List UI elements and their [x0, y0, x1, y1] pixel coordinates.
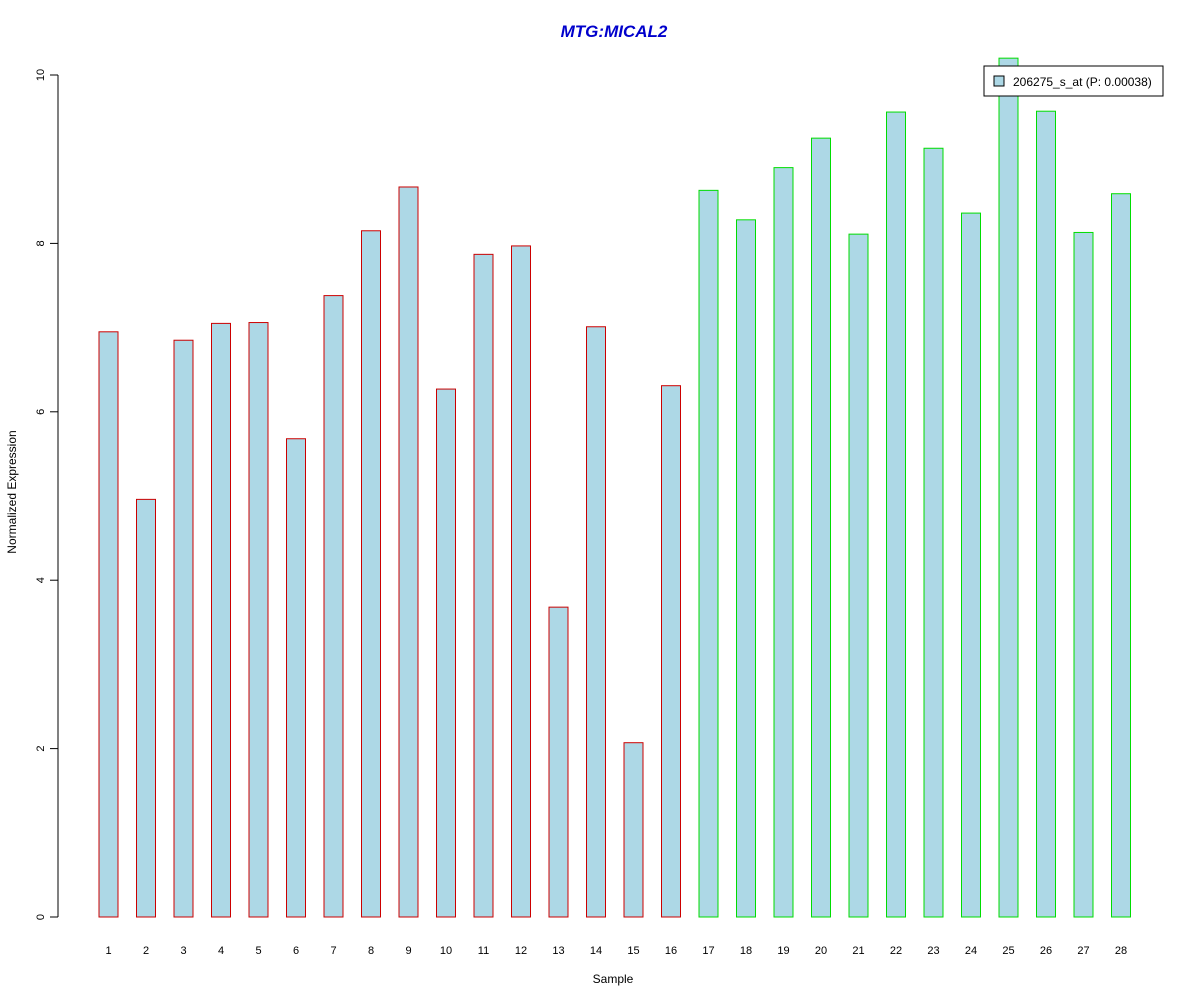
bar-sample-14: [586, 326, 606, 918]
bar-sample-24: [961, 212, 981, 918]
bar-sample-10: [436, 388, 456, 918]
x-tick-label: 19: [777, 945, 789, 957]
y-axis-label: Normalized Expression: [5, 430, 19, 553]
legend-label: 206275_s_at (P: 0.00038): [1013, 75, 1152, 89]
x-tick-label: 22: [890, 945, 902, 957]
bar-sample-27: [1073, 231, 1094, 918]
x-tick-label: 4: [218, 945, 224, 957]
x-tick-label: 9: [405, 945, 411, 957]
bar-sample-19: [773, 167, 794, 918]
bar-sample-21: [848, 233, 869, 918]
x-tick-label: 13: [552, 945, 564, 957]
x-tick-label: 27: [1077, 945, 1089, 957]
bar-sample-22: [886, 111, 906, 918]
x-tick-label: 8: [368, 945, 374, 957]
x-tick-label: 18: [740, 945, 752, 957]
x-tick-label: 23: [927, 945, 939, 957]
bar-sample-12: [511, 245, 531, 918]
x-tick-label: 5: [255, 945, 261, 957]
x-tick-label: 12: [515, 945, 527, 957]
x-tick-label: 15: [627, 945, 639, 957]
legend-swatch: [993, 75, 1005, 87]
y-tick-label: 2: [35, 746, 47, 752]
bar-sample-9: [398, 186, 419, 918]
x-tick-label: 11: [478, 945, 489, 957]
y-tick-label: 8: [35, 240, 47, 246]
bar-sample-25: [998, 57, 1019, 918]
bar-sample-13: [548, 606, 569, 918]
x-tick-label: 3: [180, 945, 186, 957]
y-tick-label: 6: [35, 409, 47, 415]
bar-sample-11: [473, 253, 494, 918]
x-tick-label: 20: [815, 945, 827, 957]
y-tick-label: 10: [35, 69, 47, 81]
bar-sample-1: [98, 331, 119, 918]
bars-group: [98, 57, 1131, 918]
bar-sample-5: [248, 322, 269, 918]
x-tick-label: 16: [665, 945, 677, 957]
y-tick-label: 0: [35, 914, 47, 920]
bar-sample-18: [736, 219, 756, 918]
x-tick-label: 21: [852, 945, 864, 957]
x-tick-label: 28: [1115, 945, 1127, 957]
bar-sample-23: [923, 147, 944, 918]
bar-sample-17: [698, 189, 719, 918]
x-tick-label: 14: [590, 945, 602, 957]
x-tick-label: 24: [965, 945, 977, 957]
bar-sample-7: [323, 295, 344, 918]
x-tick-labels: 1 2 3 4 5 6 7 8 9 10 11 12 13 14 15 16 17 18 19 20 21 22 23 24 2…: [105, 945, 1127, 957]
bar-sample-26: [1036, 110, 1056, 918]
y-axis: 0 2 4 6 8 10: [35, 69, 59, 920]
bar-sample-4: [211, 322, 231, 918]
bar-sample-8: [361, 230, 381, 918]
legend: 206275_s_at (P: 0.00038): [983, 65, 1164, 97]
x-tick-label: 17: [702, 945, 714, 957]
bar-sample-2: [136, 498, 156, 918]
legend-box: [983, 65, 1164, 97]
bar-sample-3: [173, 339, 194, 918]
x-tick-label: 25: [1002, 945, 1014, 957]
bar-sample-16: [661, 385, 681, 918]
x-tick-label: 10: [440, 945, 452, 957]
bar-sample-15: [623, 742, 644, 918]
bar-sample-28: [1111, 193, 1131, 918]
y-tick-label: 4: [35, 577, 47, 583]
x-tick-label: 2: [143, 945, 149, 957]
bar-sample-20: [811, 137, 831, 918]
x-tick-label: 6: [293, 945, 299, 957]
x-tick-label: 26: [1040, 945, 1052, 957]
x-tick-label: 7: [330, 945, 336, 957]
x-tick-label: 1: [105, 945, 111, 957]
chart-title: MTG:MICAL2: [561, 22, 668, 41]
bar-sample-6: [286, 438, 306, 918]
x-axis-label: Sample: [593, 972, 634, 986]
